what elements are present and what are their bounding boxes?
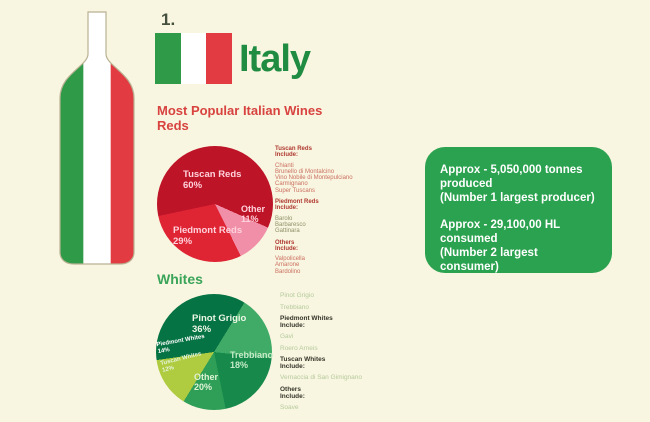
legend-header: Others Include:	[275, 239, 299, 252]
stat-gap	[440, 205, 597, 218]
stat-line: Approx - 29,100,00 HL	[440, 219, 561, 231]
legend-header: Tuscan Reds Include:	[275, 146, 312, 159]
legend-item: Vernaccia di San Gimignano	[280, 374, 363, 381]
legend-item: Roero Arneis	[280, 344, 318, 352]
pie-slice-label-trebbiano: Trebbiano 18%	[230, 350, 274, 371]
reds-pie-chart: Tuscan Reds 60% Other 11% Piedmont Reds …	[157, 146, 273, 262]
stat-line: (Number 2 largest consumer)	[440, 247, 538, 273]
legend-header: Piedmont Reds Include:	[275, 199, 319, 212]
legend-group-tuscan-reds: Chianti Brunello di Montalcino Vino Nobi…	[275, 163, 390, 194]
flag-stripe-green	[155, 33, 181, 84]
pie-slice-label-tuscan-reds: Tuscan Reds 60%	[183, 169, 242, 191]
flag-stripe-red	[206, 33, 233, 84]
legend-item: Carmignano	[275, 181, 308, 188]
legend-item: Barbaresco	[275, 221, 306, 228]
pie-slice-label-piedmont-reds: Piedmont Reds 29%	[173, 225, 243, 247]
whites-pie-chart: Pinot Grigio 36% Trebbiano 18% Other 20%…	[156, 294, 274, 410]
pie-slice-label-other-reds: Other 11%	[241, 204, 266, 225]
legend-item: Gavi	[280, 333, 294, 340]
legend-item: Super Tuscans	[275, 187, 316, 194]
legend-item: Pinot Grigio	[280, 292, 314, 299]
production-stats-box: Approx - 5,050,000 tonnes produced (Numb…	[425, 147, 612, 273]
stat-line: produced	[440, 178, 493, 190]
legend-header: Others Include:	[280, 385, 305, 400]
stat-line: (Number 1 largest producer)	[440, 192, 595, 204]
legend-item: Barolo	[275, 215, 293, 222]
legend-group-other-reds: Valpolicella Amarone Bardolino	[275, 256, 390, 275]
legend-item: Gattinara	[275, 228, 300, 235]
legend-item: Trebbiano	[280, 303, 310, 311]
legend-item: Valpolicella	[275, 256, 305, 263]
legend-item: Amarone	[275, 262, 300, 269]
flag-stripe-white	[180, 33, 207, 84]
reds-section-title: Most Popular Italian Wines Reds	[157, 103, 322, 133]
reds-legend: Tuscan Reds Include: Chianti Brunello di…	[275, 146, 390, 280]
legend-item: Bardolino	[275, 268, 301, 275]
italy-flag-icon	[155, 33, 233, 84]
rank-number: 1.	[161, 10, 176, 29]
whites-section-title: Whites	[157, 271, 203, 287]
legend-header: Tuscan Whites Include:	[280, 356, 326, 370]
pie-slice-label-pinot-grigio: Pinot Grigio 36%	[192, 313, 247, 335]
legend-item: Vino Nobile di Montepulciano	[275, 175, 353, 182]
reds-title-line2: Reds	[157, 118, 189, 133]
reds-title-line1: Most Popular Italian Wines	[157, 103, 323, 118]
legend-header: Piedmont Whites Include:	[280, 315, 333, 329]
wine-bottle-illustration	[59, 11, 135, 265]
legend-item: Brunello di Montalcino	[275, 168, 335, 175]
whites-legend: Pinot Grigio Trebbiano Piedmont Whites I…	[280, 292, 395, 415]
legend-item: Chianti	[275, 162, 294, 169]
pie-slice-label-other-whites: Other 20%	[194, 372, 219, 393]
stat-line: consumed	[440, 233, 498, 245]
country-title: Italy	[239, 38, 311, 80]
legend-item: Soave	[280, 403, 299, 411]
legend-group-piedmont-reds: Barolo Barbaresco Gattinara	[275, 216, 390, 235]
stat-line: Approx - 5,050,000 tonnes	[440, 164, 583, 176]
